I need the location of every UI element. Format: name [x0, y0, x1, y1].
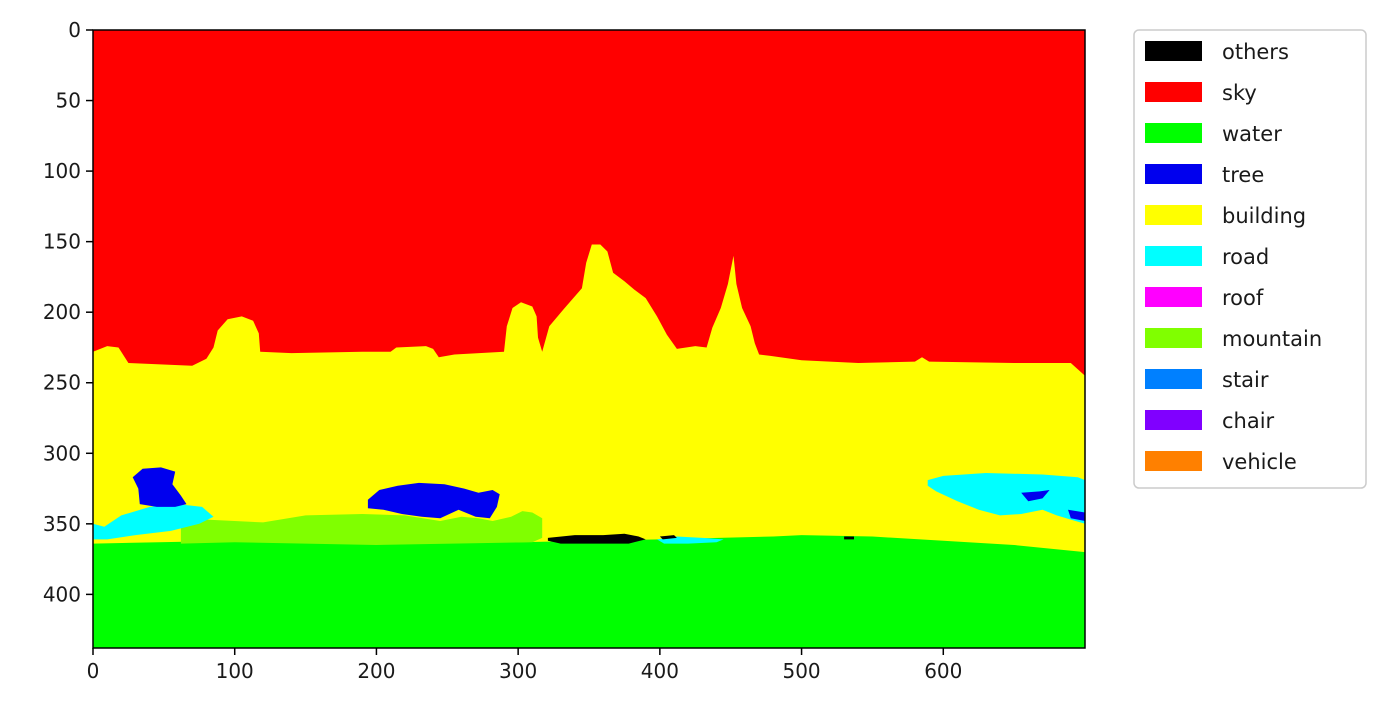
x-tick-label: 200 — [357, 659, 395, 683]
x-axis: 0 100 200 300 400 500 600 — [87, 648, 962, 683]
plot-frame — [92, 29, 1086, 649]
legend-swatch-stair — [1145, 369, 1202, 389]
y-tick-label: 150 — [43, 230, 81, 254]
legend-swatch-mountain — [1145, 328, 1202, 348]
region-road — [657, 536, 724, 544]
y-tick-label: 100 — [43, 159, 81, 183]
legend-swatch-tree — [1145, 164, 1202, 184]
legend-label-roof: roof — [1222, 286, 1264, 310]
x-tick-label: 100 — [216, 659, 254, 683]
region-tree — [1021, 490, 1050, 502]
legend-label-tree: tree — [1222, 163, 1264, 187]
y-tick-label: 200 — [43, 300, 81, 324]
legend-swatch-chair — [1145, 410, 1202, 430]
x-tick-label: 500 — [782, 659, 820, 683]
legend-label-sky: sky — [1222, 81, 1257, 105]
y-tick-label: 50 — [56, 89, 81, 113]
region-building — [93, 244, 1085, 555]
region-tree — [132, 467, 187, 507]
region-tree — [1068, 509, 1085, 521]
y-tick-label: 400 — [43, 582, 81, 606]
legend-swatch-road — [1145, 246, 1202, 266]
x-tick-label: 400 — [641, 659, 679, 683]
x-tick-label: 0 — [87, 659, 100, 683]
legend-label-road: road — [1222, 245, 1269, 269]
legend: others sky water tree building road roof mounta… — [1133, 29, 1367, 489]
region-water — [93, 535, 1085, 648]
region-tree — [367, 482, 500, 519]
y-axis: 0 50 100 150 200 250 300 350 400 — [43, 18, 93, 606]
legend-swatch-others — [1145, 41, 1202, 61]
region-others — [659, 535, 677, 540]
y-tick-label: 350 — [43, 512, 81, 536]
legend-label-stair: stair — [1222, 368, 1269, 392]
legend-swatch-vehicle — [1145, 451, 1202, 471]
legend-swatch-building — [1145, 205, 1202, 225]
legend-swatch-water — [1145, 123, 1202, 143]
region-sky — [93, 30, 1085, 376]
x-tick-label: 300 — [499, 659, 537, 683]
plot-area — [93, 30, 1085, 648]
region-road — [93, 504, 214, 540]
x-tick-label: 600 — [924, 659, 962, 683]
region-road — [927, 473, 1085, 524]
y-tick-label: 250 — [43, 371, 81, 395]
region-others — [844, 536, 854, 540]
legend-label-vehicle: vehicle — [1222, 450, 1297, 474]
legend-label-others: others — [1222, 40, 1289, 64]
y-tick-label: 300 — [43, 441, 81, 465]
y-tick-label: 0 — [68, 18, 81, 42]
legend-swatch-sky — [1145, 82, 1202, 102]
legend-label-building: building — [1222, 204, 1306, 228]
legend-label-water: water — [1222, 122, 1282, 146]
legend-swatch-roof — [1145, 287, 1202, 307]
region-mountain — [180, 511, 543, 545]
legend-label-mountain: mountain — [1222, 327, 1322, 351]
legend-label-chair: chair — [1222, 409, 1275, 433]
region-others — [547, 533, 646, 544]
